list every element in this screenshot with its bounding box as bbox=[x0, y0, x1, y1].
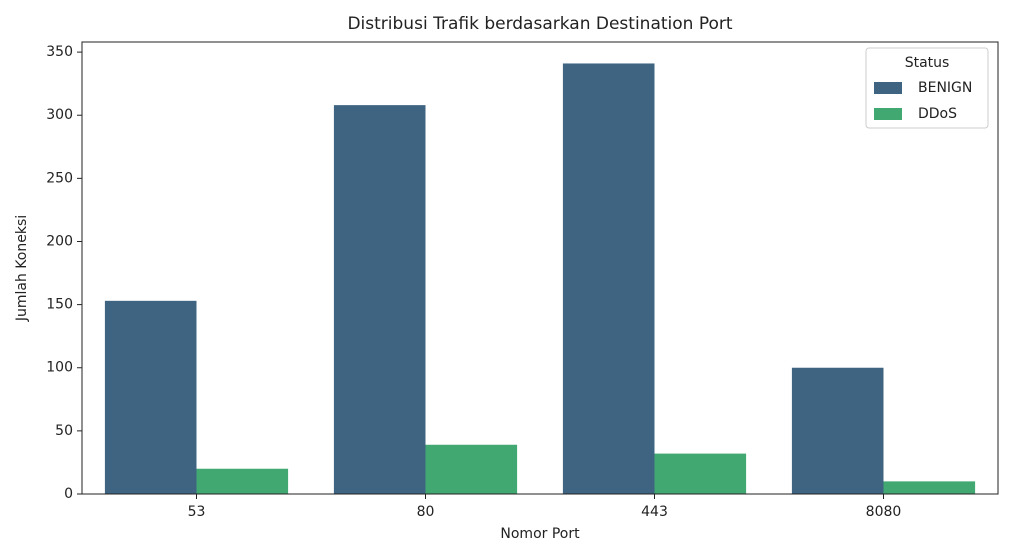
bar bbox=[562, 63, 655, 495]
plot-frame bbox=[81, 41, 999, 495]
y-tick-label: 350 bbox=[46, 44, 73, 60]
legend-swatch bbox=[874, 108, 902, 120]
chart-title: Distribusi Trafik berdasarkan Destinatio… bbox=[347, 14, 732, 34]
x-tick-label: 8080 bbox=[866, 504, 902, 520]
x-tick-label: 443 bbox=[641, 504, 668, 520]
legend-label: DDoS bbox=[918, 106, 957, 122]
y-axis-label: Jumlah Koneksi bbox=[14, 215, 30, 322]
legend-swatch bbox=[874, 82, 902, 94]
bar bbox=[104, 300, 197, 494]
x-tick-label: 80 bbox=[417, 504, 435, 520]
y-tick-label: 300 bbox=[46, 107, 73, 123]
bar bbox=[425, 444, 518, 494]
y-tick-label: 150 bbox=[46, 297, 73, 313]
bar bbox=[333, 105, 426, 495]
bar bbox=[654, 453, 747, 494]
x-tick-label: 53 bbox=[188, 504, 206, 520]
y-tick-label: 100 bbox=[46, 360, 73, 376]
bar bbox=[791, 367, 884, 494]
y-tick-label: 200 bbox=[46, 233, 73, 249]
y-tick-label: 50 bbox=[55, 423, 73, 439]
y-tick-label: 0 bbox=[64, 486, 73, 502]
x-axis-label: Nomor Port bbox=[500, 526, 580, 538]
y-tick-label: 250 bbox=[46, 170, 73, 186]
bar bbox=[196, 468, 289, 494]
legend-title: Status bbox=[905, 55, 950, 71]
legend-label: BENIGN bbox=[918, 80, 972, 96]
bar bbox=[883, 481, 976, 494]
